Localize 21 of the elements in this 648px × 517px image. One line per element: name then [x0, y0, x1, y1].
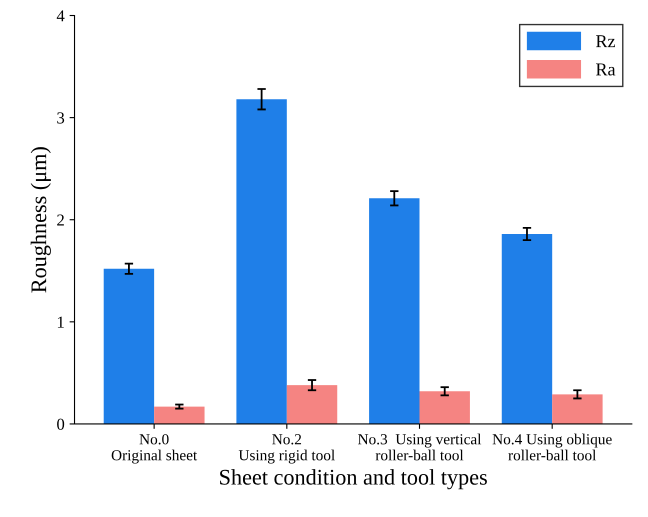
legend-label: Ra — [596, 64, 616, 76]
x-tick-label: No.4 Using oblique roller-ball tool — [492, 434, 612, 460]
y-tick-label: 0 — [57, 418, 64, 430]
x-axis-title: Sheet condition and tool types — [220, 469, 487, 490]
bar — [154, 406, 205, 424]
y-tick-label: 1 — [58, 316, 64, 328]
y-tick-label: 3 — [57, 112, 64, 124]
bar — [552, 394, 603, 424]
bar — [502, 234, 552, 424]
x-tick-label: No.3 Using vertical roller-ball tool — [358, 434, 482, 460]
bar — [369, 198, 420, 424]
y-axis-title: Roughness (μm) — [30, 147, 51, 293]
x-tick-label: No.2 Using rigid tool — [238, 434, 335, 464]
bar — [420, 391, 470, 424]
bar — [286, 385, 338, 424]
y-tick-label: 2 — [57, 214, 64, 226]
bar — [236, 99, 287, 424]
y-tick-label: 4 — [56, 10, 65, 22]
x-tick-label: No.0 Original sheet — [112, 434, 198, 464]
bar — [104, 268, 154, 424]
legend-label: Rz — [596, 35, 616, 48]
